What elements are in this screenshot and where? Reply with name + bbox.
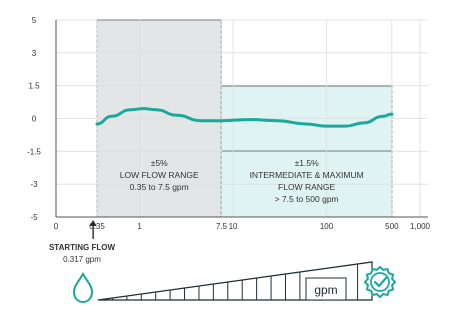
y-tick-label: -5 [30, 213, 38, 222]
range-label-line: > 7.5 to 500 gpm [275, 194, 339, 204]
starting-flow-annotation: STARTING FLOW 0.317 gpm [49, 220, 116, 264]
range-label-line: 0.35 to 7.5 gpm [130, 182, 189, 192]
y-tick-label: 1.5 [28, 82, 40, 91]
range-label-line: LOW FLOW RANGE [120, 170, 199, 180]
x-tick-label: 0.35 [89, 222, 105, 231]
starting-flow-title: STARTING FLOW [49, 243, 116, 252]
x-tick-label: 1 [137, 222, 142, 231]
y-tick-label: 0 [32, 115, 37, 124]
y-tick-label: 5 [32, 16, 37, 25]
check-badge-icon [363, 265, 397, 299]
x-tick-label: 1,000 [410, 222, 431, 231]
range-labels: ±5% LOW FLOW RANGE 0.35 to 7.5 gpm ±1.5% INT… [120, 158, 364, 204]
x-tick-label: 0 [54, 222, 59, 231]
accuracy-series-line [95, 107, 394, 128]
starting-flow-arrowhead [89, 220, 97, 226]
gpm-label-box [305, 277, 347, 301]
accuracy-curve [95, 107, 394, 128]
axes: 5 3 1.5 0 -1.5 -3 -5 0 0.35 1 7.5 10 100 500 1,000 [27, 16, 430, 231]
starting-flow-value: 0.317 gpm [63, 255, 101, 264]
range-label-line: INTERMEDIATE & MAXIMUM [250, 170, 364, 180]
y-tick-label: 3 [32, 49, 37, 58]
gpm-label: gpm [314, 283, 337, 297]
y-tick-label: -3 [30, 180, 38, 189]
x-tick-label: 100 [320, 222, 334, 231]
meter-graphic: gpm [72, 261, 397, 304]
water-drop-icon [72, 271, 94, 304]
y-tick-label: -1.5 [27, 147, 41, 156]
meter-wedge-ticks [111, 264, 359, 300]
badge-outline [363, 265, 397, 299]
x-tick-label: 10 [229, 222, 238, 231]
range-label-line: ±1.5% [295, 158, 319, 168]
range-label-line: FLOW RANGE [278, 182, 335, 192]
x-tick-label: 500 [385, 222, 399, 231]
range-label-line: ±5% [151, 158, 168, 168]
x-tick-label: 7.5 [216, 222, 228, 231]
